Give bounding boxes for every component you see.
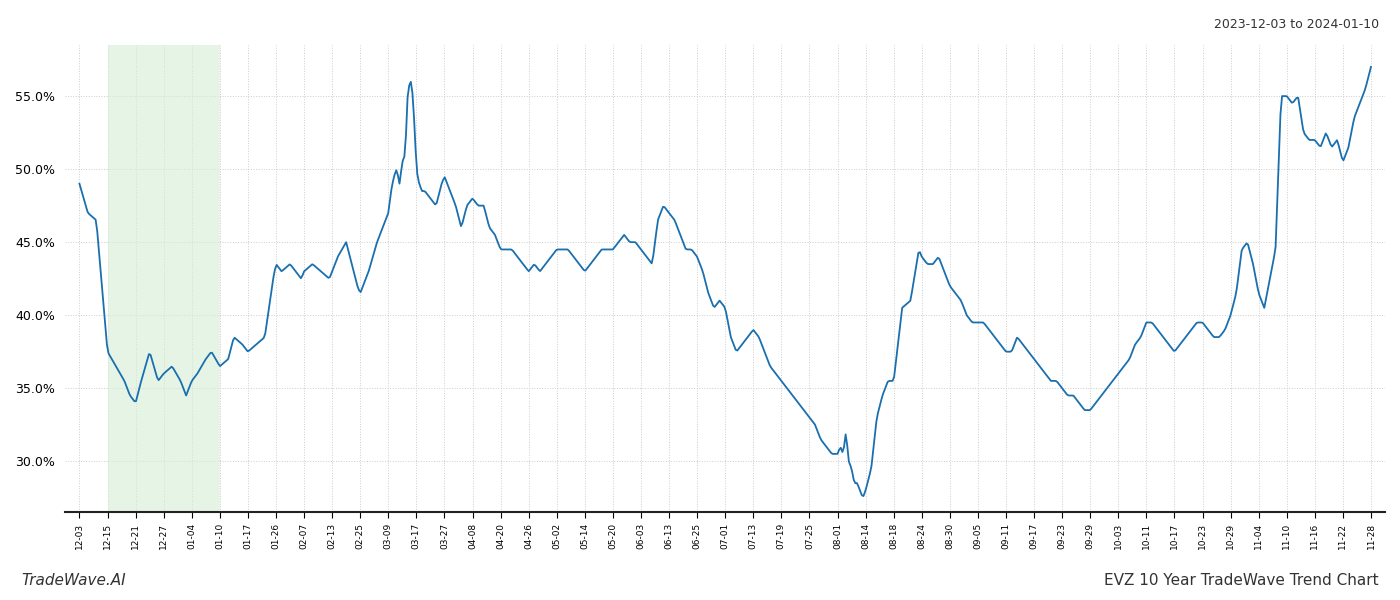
Bar <box>108 45 220 512</box>
Text: TradeWave.AI: TradeWave.AI <box>21 573 126 588</box>
Text: EVZ 10 Year TradeWave Trend Chart: EVZ 10 Year TradeWave Trend Chart <box>1105 573 1379 588</box>
Text: 2023-12-03 to 2024-01-10: 2023-12-03 to 2024-01-10 <box>1214 18 1379 31</box>
